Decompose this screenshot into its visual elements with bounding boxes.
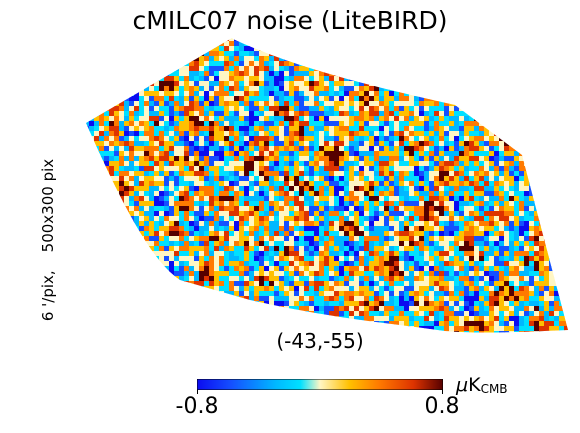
colorbar: [197, 379, 443, 390]
unit-main: K: [468, 374, 481, 396]
unit-sub: CMB: [480, 382, 508, 396]
colorbar-max-label: 0.8: [424, 394, 460, 419]
colorbar-unit: μKCMB: [456, 374, 508, 396]
center-coordinate: (-43,-55): [276, 329, 364, 353]
map-title: cMILC07 noise (LiteBIRD): [132, 6, 448, 35]
colorbar-max-tick: [442, 390, 443, 394]
colorbar-min-label: -0.8: [175, 394, 219, 419]
unit-prefix: μ: [456, 374, 469, 396]
colorbar-min-tick: [197, 390, 198, 394]
